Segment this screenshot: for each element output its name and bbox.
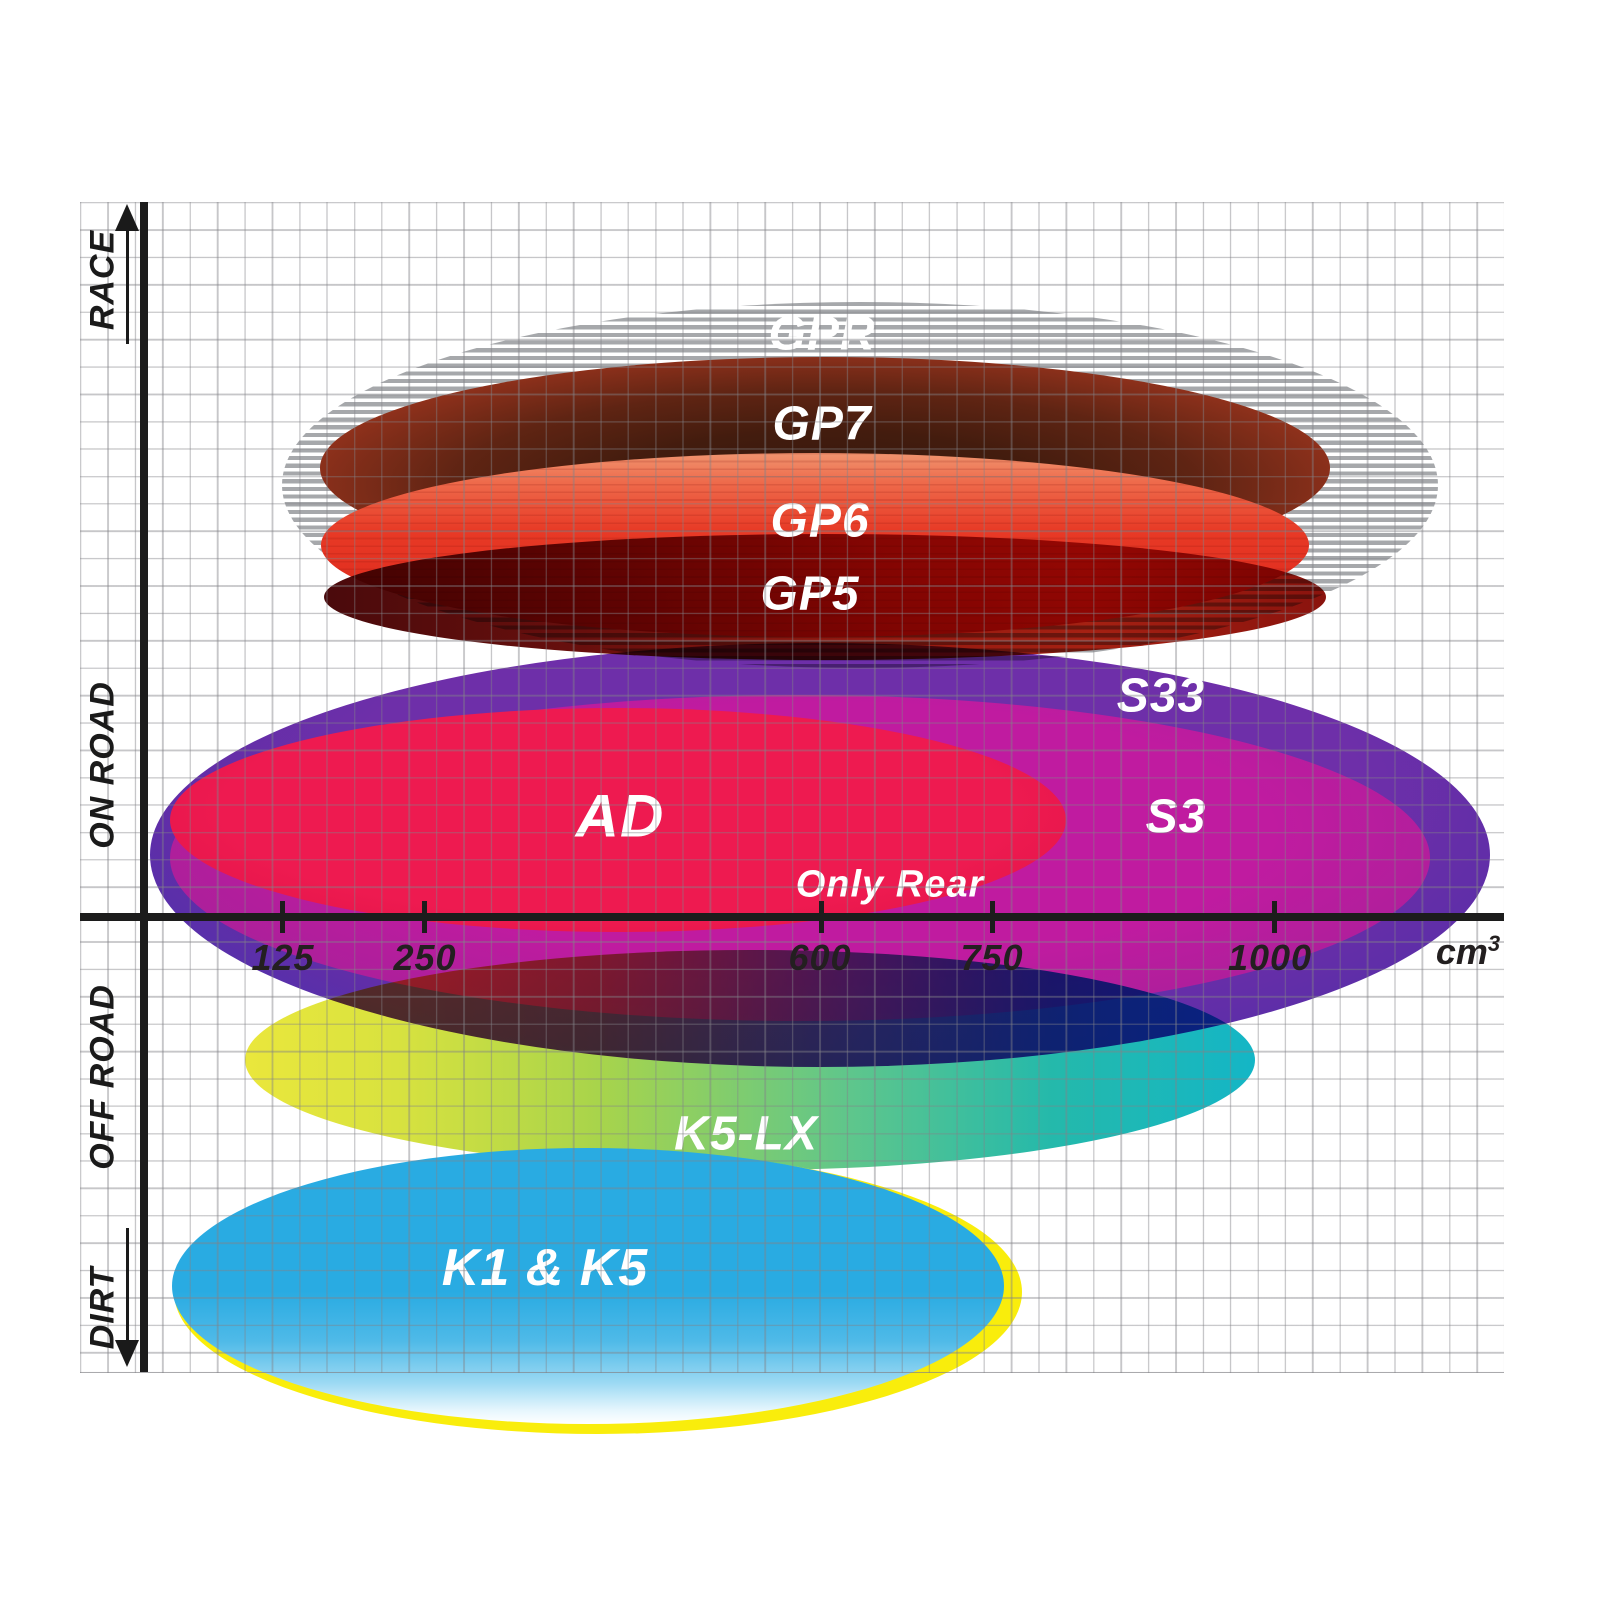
label-s3: S3 [1145,790,1207,844]
x-tick-label-250: 250 [393,937,457,978]
label-k5lx: K5-LX [674,1107,818,1161]
y-axis-line [140,202,148,1372]
race-arrow-up-icon [126,230,129,344]
label-only-rear: Only Rear [795,863,985,906]
ellipse-gp5 [324,534,1326,660]
y-zone-label-dirt: DIRT [83,1266,122,1350]
y-zone-label-on-road: ON ROAD [83,681,122,849]
x-axis-unit-label: cm3 [1435,931,1501,972]
y-zone-label-off-road: OFF ROAD [83,984,122,1170]
ellipse-k5lx [245,950,1255,1170]
label-gp7: GP7 [772,397,872,451]
x-axis-line [80,913,1504,921]
x-tick-label-750: 750 [960,937,1024,978]
label-gp5: GP5 [760,567,860,621]
y-zone-label-race: RACE [83,229,122,331]
label-k1k5: K1 & K5 [441,1239,649,1297]
label-gp6: GP6 [770,494,870,548]
ellipse-k1k5 [172,1148,1004,1424]
dirt-arrowhead-down-icon [115,1340,139,1367]
race-arrowhead-up-icon [115,204,139,231]
label-s33: S33 [1116,669,1206,723]
x-tick-label-1000: 1000 [1227,937,1313,978]
x-tick-600 [819,901,824,933]
x-tick-label-125: 125 [251,937,315,978]
label-ad: AD [575,782,665,850]
ellipse-ad [170,708,1066,932]
x-tick-1000 [1272,901,1277,933]
x-tick-250 [422,901,427,933]
label-gpr: GPR [768,307,876,361]
x-tick-125 [280,901,285,933]
x-tick-label-600: 600 [788,937,852,978]
dirt-arrow-down-icon [126,1228,129,1342]
x-tick-750 [990,901,995,933]
